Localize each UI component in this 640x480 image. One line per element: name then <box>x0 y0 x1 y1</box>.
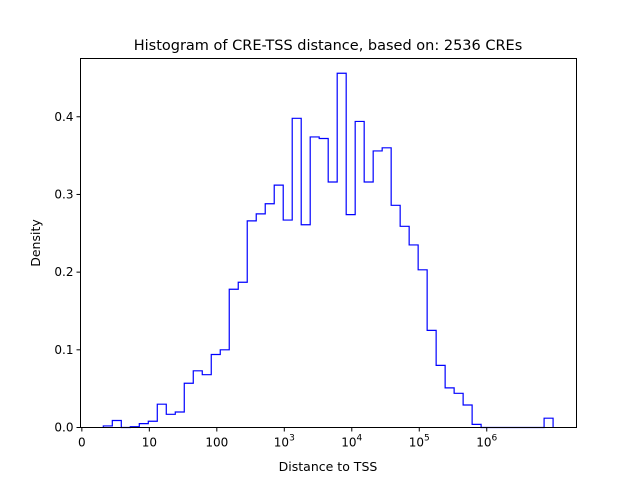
histogram-bin <box>346 215 355 428</box>
y-tick-label: 0.1 <box>54 343 73 357</box>
histogram-bin <box>256 214 265 428</box>
histogram-bin <box>310 137 319 428</box>
histogram-bin <box>274 185 283 427</box>
histogram-outline <box>102 72 554 429</box>
histogram-bin <box>328 182 337 427</box>
histogram-bin <box>265 204 274 428</box>
x-tick-label: 10 <box>142 436 157 450</box>
histogram-bin <box>373 151 382 428</box>
x-tick-label: 106 <box>476 434 497 450</box>
histogram-bin <box>247 221 256 428</box>
histogram-bin <box>202 375 211 428</box>
histogram-bin <box>409 245 418 428</box>
y-tick-label: 0.2 <box>54 265 73 279</box>
histogram-bin <box>184 383 193 427</box>
axes-frame <box>80 58 577 428</box>
x-tick-label: 100 <box>205 436 228 450</box>
histogram-bin <box>193 371 202 428</box>
histogram-bin <box>463 405 472 428</box>
x-tick-label: 103 <box>274 434 295 450</box>
histogram-bin <box>283 220 292 427</box>
histogram-bin <box>112 421 121 428</box>
y-tick-label: 0.4 <box>54 110 73 124</box>
histogram-bin <box>418 270 427 428</box>
histogram-bin <box>337 73 346 427</box>
y-tick-label: 0.0 <box>54 421 73 435</box>
histogram-bin <box>427 330 436 427</box>
y-tick-label: 0.3 <box>54 187 73 201</box>
y-axis-label: Density <box>28 219 43 267</box>
histogram-bin <box>355 121 364 427</box>
histogram-bin <box>382 148 391 428</box>
histogram-bin <box>319 139 328 428</box>
histogram-bin <box>400 226 409 427</box>
histogram-bin <box>148 421 157 427</box>
histogram-bin <box>238 282 247 427</box>
histogram-bin <box>445 388 454 428</box>
histogram-bin <box>220 350 229 428</box>
histogram-bin <box>175 412 184 428</box>
x-tick-label: 0 <box>78 436 86 450</box>
x-tick-label: 104 <box>341 434 362 450</box>
x-axis-label: Distance to TSS <box>279 459 378 474</box>
histogram-bin <box>391 205 400 427</box>
histogram-marks <box>102 72 554 429</box>
histogram-bin <box>292 118 301 427</box>
histogram-bin <box>229 289 238 427</box>
histogram-bin <box>211 354 220 427</box>
histogram-bin <box>454 393 463 427</box>
histogram-bin <box>364 182 373 427</box>
histogram-bin <box>166 414 175 427</box>
histogram-bin <box>301 225 310 428</box>
x-axis: 0 10 100 103 104 105 106 <box>78 427 498 450</box>
histogram-bin <box>157 404 166 427</box>
histogram-bin <box>436 365 445 427</box>
chart-title: Histogram of CRE-TSS distance, based on:… <box>134 38 523 54</box>
x-tick-label: 105 <box>409 434 430 450</box>
y-axis: 0.0 0.1 0.2 0.3 0.4 <box>54 110 81 435</box>
histogram-bin <box>544 418 553 427</box>
